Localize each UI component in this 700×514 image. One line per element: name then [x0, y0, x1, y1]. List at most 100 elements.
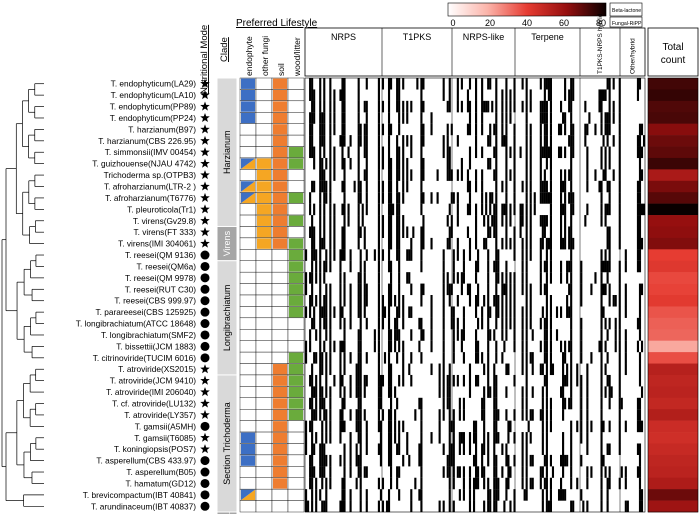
bgc-presence	[545, 374, 548, 387]
strain-name: T. afroharzianum(T6776)	[105, 193, 196, 203]
bgc-presence	[541, 386, 544, 398]
bgc-col-header: Terpene	[531, 32, 564, 42]
total-count-cell	[648, 169, 698, 182]
bgc-presence	[406, 226, 409, 238]
bgc-presence	[414, 477, 417, 490]
clade-label: Longibrachiatum	[222, 285, 232, 352]
lifestyle-cell	[239, 123, 257, 136]
bgc-presence	[604, 203, 607, 216]
bgc-presence	[495, 260, 498, 273]
bgc-presence	[475, 203, 478, 216]
bgc-presence	[477, 260, 480, 273]
bgc-presence	[396, 477, 399, 490]
bgc-presence	[339, 454, 342, 467]
bgc-presence	[462, 249, 465, 261]
bgc-presence	[329, 157, 332, 170]
lifestyle-fill	[273, 192, 287, 204]
bgc-presence	[359, 340, 362, 353]
bgc-presence	[495, 123, 498, 136]
bgc-presence	[349, 374, 352, 387]
bgc-presence	[343, 420, 346, 433]
bgc-presence	[505, 295, 508, 307]
colorbar-tick: 40	[522, 18, 532, 28]
bgc-presence	[606, 135, 609, 147]
bgc-presence	[545, 500, 548, 513]
bgc-presence	[531, 352, 534, 364]
bgc-presence	[481, 352, 484, 364]
bgc-presence	[468, 180, 472, 193]
bgc-presence	[487, 249, 490, 261]
bgc-presence	[394, 295, 397, 307]
bgc-presence	[321, 352, 324, 364]
bgc-presence	[420, 489, 423, 501]
bgc-presence	[355, 409, 358, 421]
bgc-presence	[438, 386, 441, 398]
bgc-presence	[309, 192, 312, 204]
bgc-presence	[586, 420, 589, 433]
bgc-presence	[509, 215, 512, 227]
bgc-presence	[543, 89, 546, 101]
bgc-presence	[394, 329, 397, 341]
lifestyle-cell	[255, 431, 273, 444]
bgc-presence	[430, 123, 433, 136]
total-count-cell	[648, 237, 698, 250]
bgc-presence	[438, 363, 441, 376]
bgc-presence	[402, 157, 405, 170]
bgc-presence	[311, 295, 314, 307]
bgc-presence	[638, 443, 642, 455]
bgc-presence	[549, 146, 553, 159]
bgc-presence	[448, 157, 451, 170]
bgc-presence	[580, 340, 583, 353]
bgc-presence	[438, 409, 441, 421]
bgc-presence	[309, 295, 312, 307]
bgc-presence	[398, 249, 401, 261]
bgc-presence	[381, 409, 385, 421]
bgc-presence	[349, 260, 352, 273]
lifestyle-fill	[273, 89, 287, 101]
bgc-presence	[448, 169, 451, 181]
bgc-presence	[638, 226, 642, 238]
bgc-presence	[539, 215, 542, 227]
lifestyle-fill	[289, 238, 303, 249]
bgc-presence	[343, 89, 346, 101]
bgc-presence	[541, 363, 544, 376]
bgc-presence	[604, 123, 607, 136]
lifestyle-cell	[255, 77, 273, 90]
lifestyle-fill	[273, 226, 287, 238]
bgc-presence	[325, 317, 328, 330]
bgc-presence	[545, 363, 548, 376]
bgc-presence	[387, 89, 391, 101]
bgc-presence	[343, 272, 346, 284]
bgc-presence	[572, 146, 575, 159]
bgc-presence	[545, 180, 548, 193]
bgc-presence	[456, 78, 459, 90]
bgc-presence	[325, 432, 328, 444]
bgc-presence	[549, 237, 553, 250]
bgc-presence	[491, 215, 494, 227]
bgc-presence	[485, 192, 488, 204]
bgc-presence	[521, 432, 524, 444]
bgc-presence	[521, 249, 524, 261]
bgc-presence	[513, 272, 516, 284]
total-count-cell	[648, 306, 698, 319]
lifestyle-cell	[287, 329, 305, 341]
bgc-presence	[460, 100, 463, 113]
bgc-presence	[396, 397, 399, 410]
lifestyle-fill	[289, 352, 303, 364]
bgc-presence	[529, 192, 532, 204]
bgc-presence	[390, 477, 393, 490]
lifestyle-fill-split	[241, 489, 255, 501]
bgc-presence	[387, 306, 391, 318]
bgc-presence	[487, 135, 490, 147]
bgc-presence	[624, 352, 627, 364]
strain-name: T. asperellum(CBS 433.97)	[96, 456, 196, 466]
bgc-presence	[501, 123, 504, 136]
bgc-presence	[448, 78, 451, 90]
bgc-presence	[456, 169, 459, 181]
bgc-presence	[387, 295, 391, 307]
bgc-presence	[493, 466, 496, 478]
bgc-presence	[638, 489, 642, 501]
bgc-presence	[329, 146, 332, 159]
bgc-presence	[560, 477, 563, 490]
bgc-presence	[566, 295, 569, 307]
